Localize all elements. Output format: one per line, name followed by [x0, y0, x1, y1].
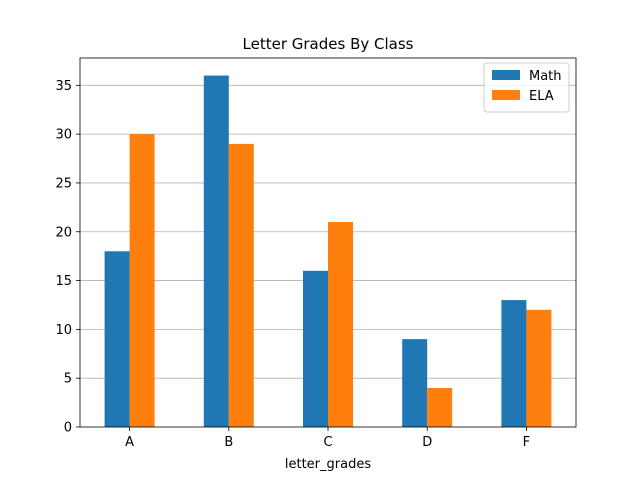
- x-tick-label: C: [323, 435, 332, 450]
- bars: [104, 75, 552, 428]
- bar-ela-a: [129, 134, 155, 427]
- x-axis-label: letter_grades: [285, 457, 371, 472]
- y-tick-label: 0: [64, 421, 72, 436]
- bar-ela-f: [526, 309, 552, 427]
- y-tick-label: 15: [55, 274, 72, 289]
- legend: Math ELA: [483, 62, 570, 113]
- y-tick-label: 30: [55, 128, 72, 143]
- legend-label-ela: ELA: [529, 89, 554, 104]
- x-tick-label: A: [125, 435, 134, 450]
- legend-swatch-ela: [492, 90, 520, 100]
- bar-math-c: [303, 270, 328, 427]
- y-tick-label: 5: [64, 372, 72, 387]
- y-tick-label: 25: [55, 176, 72, 191]
- x-tick-label: B: [224, 435, 233, 450]
- bar-math-d: [402, 339, 428, 427]
- bar-ela-c: [328, 222, 353, 427]
- y-tick-label: 35: [55, 79, 72, 94]
- bar-math-b: [203, 75, 229, 428]
- y-tick-label: 10: [55, 323, 72, 338]
- y-ticks: 0 5 10 15 20 25 30 35: [55, 79, 80, 436]
- bar-math-a: [104, 251, 130, 427]
- legend-label-math: Math: [529, 69, 562, 84]
- bar-ela-b: [228, 143, 254, 427]
- chart-title: Letter Grades By Class: [243, 35, 414, 53]
- bar-ela-d: [427, 387, 453, 427]
- bar-math-f: [501, 300, 527, 427]
- y-tick-label: 20: [55, 225, 72, 240]
- x-tick-label: D: [422, 435, 432, 450]
- x-tick-label: F: [523, 435, 530, 450]
- legend-swatch-math: [492, 70, 520, 80]
